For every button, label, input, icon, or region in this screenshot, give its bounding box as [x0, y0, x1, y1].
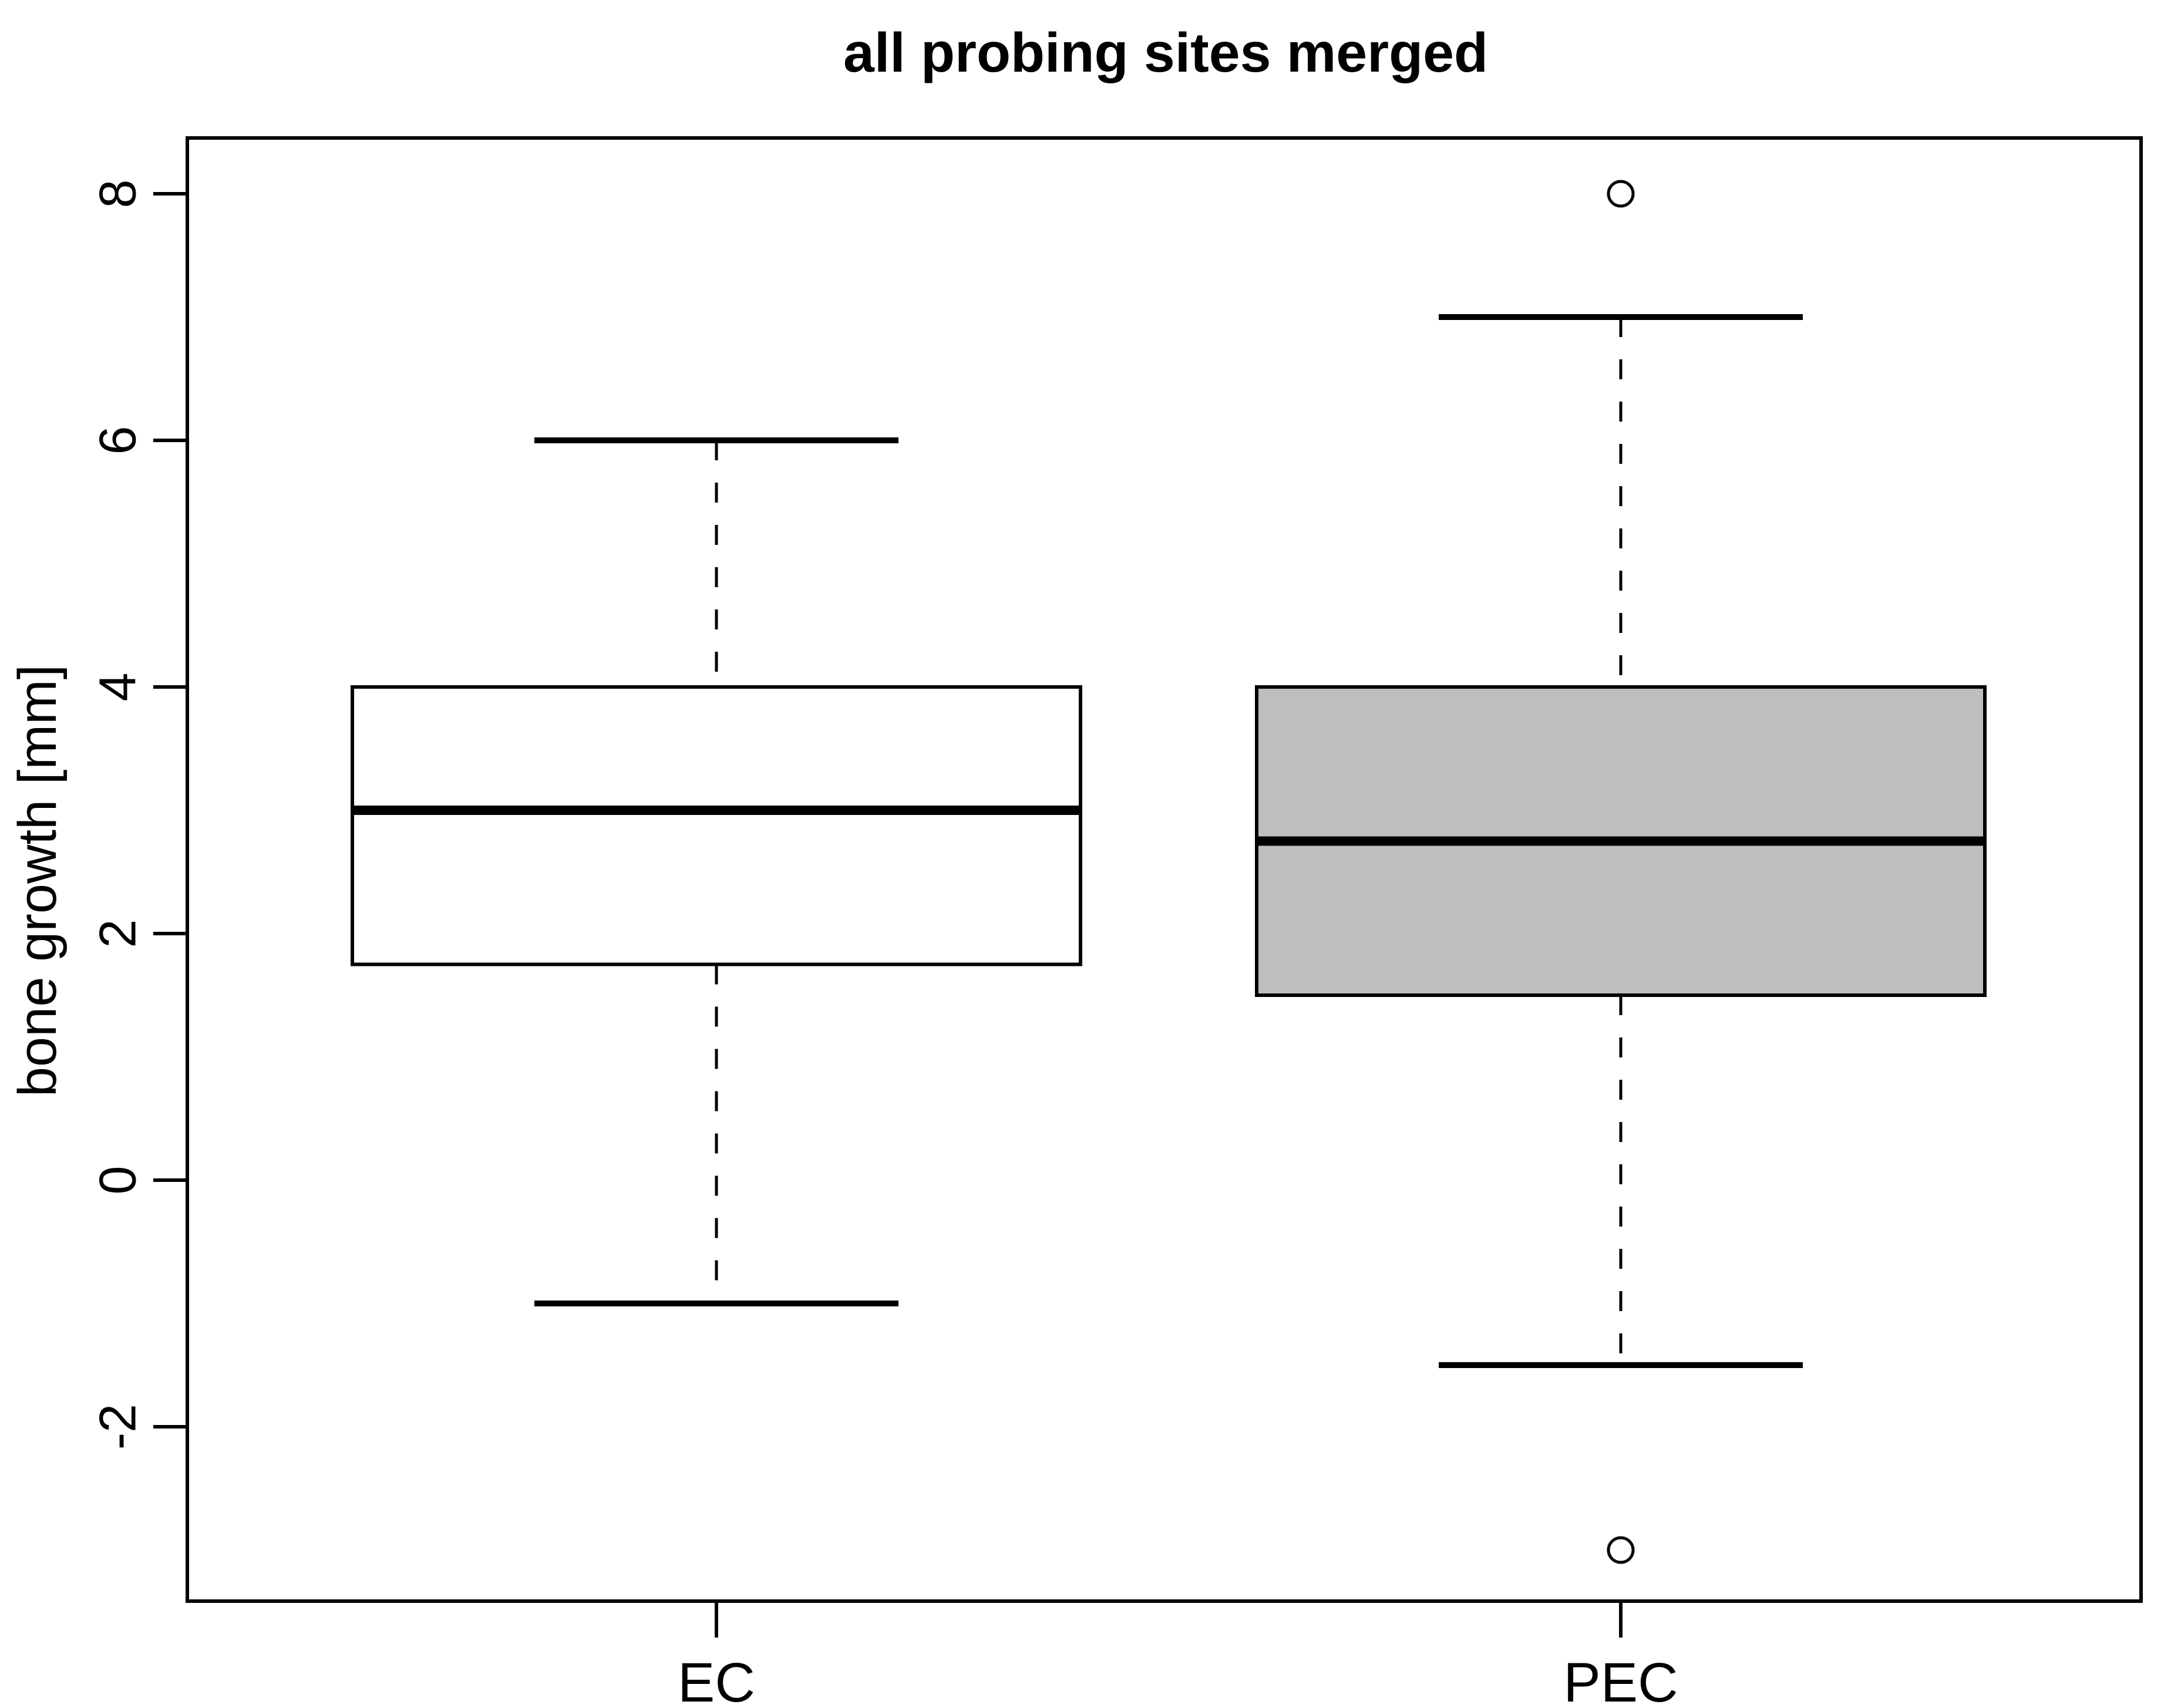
boxplot-ec [351, 437, 1082, 1306]
pec-outlier-point-0 [1607, 180, 1635, 208]
y-tick-label-4: 4 [89, 673, 147, 702]
ec-iqr-box [351, 685, 1082, 966]
boxplots [351, 180, 1987, 1564]
x-tick-label-PEC: PEC [1563, 1652, 1678, 1708]
y-tick-label-6: 6 [89, 426, 147, 455]
y-tick-label-2: 2 [89, 919, 147, 948]
pec-outlier-point-1 [1607, 1536, 1635, 1564]
y-tick-label--2: -2 [89, 1404, 147, 1450]
y-axis-title: bone growth [mm] [8, 665, 68, 1097]
boxplot-pec [1255, 180, 1987, 1564]
x-axis: EC PEC [678, 1601, 1678, 1708]
chart-title: all probing sites merged [843, 22, 1488, 84]
y-axis: -2 0 2 4 6 8 [89, 180, 187, 1450]
plot-border [186, 136, 2143, 1603]
y-tick-label-8: 8 [89, 180, 147, 208]
x-tick-label-EC: EC [678, 1652, 755, 1708]
y-tick-label-0: 0 [89, 1166, 147, 1195]
